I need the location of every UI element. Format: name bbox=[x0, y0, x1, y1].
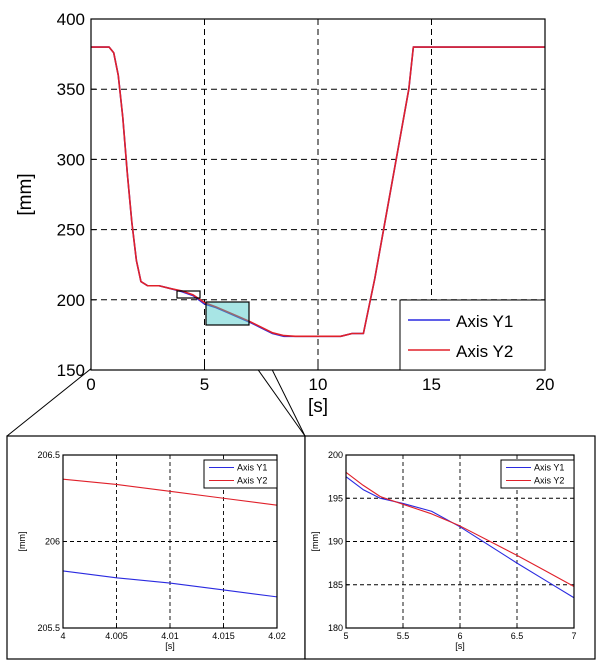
legend-label: Axis Y2 bbox=[456, 342, 513, 361]
y-tick-label: 205.5 bbox=[37, 623, 60, 633]
series-line-axis-y1 bbox=[62, 570, 278, 598]
series-line-axis-y2 bbox=[345, 471, 575, 587]
y-tick-label: 180 bbox=[328, 623, 343, 633]
legend bbox=[500, 459, 575, 489]
y-tick-label: 400 bbox=[57, 10, 85, 29]
y-axis-label: [mm] bbox=[15, 173, 36, 215]
y-tick-label: 185 bbox=[328, 580, 343, 590]
series-line-axis-y2 bbox=[62, 478, 278, 506]
x-tick-label: 15 bbox=[422, 375, 441, 394]
y-tick-label: 350 bbox=[57, 80, 85, 99]
legend bbox=[203, 459, 278, 489]
x-tick-label: 10 bbox=[309, 375, 328, 394]
y-tick-label: 200 bbox=[57, 291, 85, 310]
y-tick-label: 300 bbox=[57, 150, 85, 169]
x-tick-label: 6 bbox=[457, 631, 462, 641]
series-line-axis-y1 bbox=[345, 476, 575, 599]
x-tick-label: 4.02 bbox=[268, 631, 286, 641]
legend-label: Axis Y2 bbox=[237, 476, 267, 486]
legend-label: Axis Y1 bbox=[237, 463, 267, 473]
legend-label: Axis Y2 bbox=[534, 476, 564, 486]
x-tick-label: 5.5 bbox=[397, 631, 410, 641]
x-tick-label: 7 bbox=[571, 631, 576, 641]
y-axis-label: [mm] bbox=[310, 532, 320, 552]
x-tick-label: 0 bbox=[86, 375, 95, 394]
x-tick-label: 4 bbox=[60, 631, 65, 641]
x-tick-label: 5 bbox=[200, 375, 209, 394]
x-tick-label: 4.005 bbox=[105, 631, 128, 641]
y-tick-label: 250 bbox=[57, 221, 85, 240]
y-tick-label: 150 bbox=[57, 361, 85, 380]
main-chart: 0 5 10 15 20 150 200 250 300 350 400 [s] [mm] Axis Y1… bbox=[15, 10, 554, 417]
y-axis-label: [mm] bbox=[17, 532, 27, 552]
legend bbox=[399, 299, 546, 371]
x-axis-label: [s] bbox=[165, 641, 175, 651]
x-axis-label: [s] bbox=[455, 641, 465, 651]
zoom-box-right bbox=[205, 301, 250, 326]
y-tick-label: 206 bbox=[45, 537, 60, 547]
zoom-right-chart: 5 5.5 6 6.5 7 180 185 190 195 200 [s] [mm] Axis Y1 Ax… bbox=[310, 450, 577, 651]
x-tick-label: 6.5 bbox=[511, 631, 524, 641]
series-line-axis-y2 bbox=[91, 46, 545, 338]
zoom-box-left bbox=[176, 290, 201, 299]
y-tick-label: 195 bbox=[328, 493, 343, 503]
y-tick-label: 200 bbox=[328, 450, 343, 460]
legend-label: Axis Y1 bbox=[534, 463, 564, 473]
x-tick-label: 5 bbox=[343, 631, 348, 641]
y-tick-label: 190 bbox=[328, 537, 343, 547]
legend-label: Axis Y1 bbox=[456, 312, 513, 331]
x-axis-label: [s] bbox=[308, 396, 328, 417]
y-tick-label: 206.5 bbox=[37, 450, 60, 460]
x-tick-label: 4.015 bbox=[212, 631, 235, 641]
zoom-left-chart: 4 4.005 4.01 4.015 4.02 205.5 206 206.5 [s] [mm] A… bbox=[17, 450, 286, 651]
x-tick-label: 4.01 bbox=[161, 631, 179, 641]
x-tick-label: 20 bbox=[536, 375, 555, 394]
